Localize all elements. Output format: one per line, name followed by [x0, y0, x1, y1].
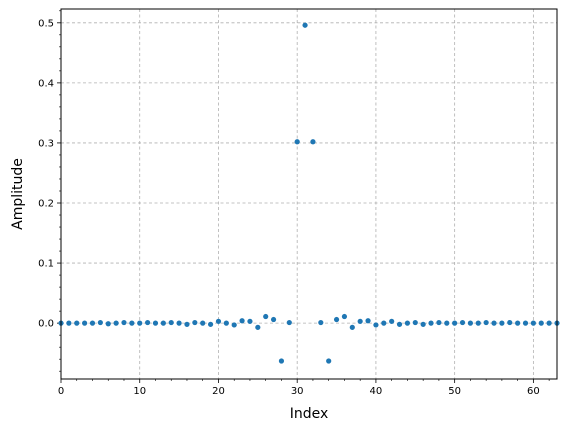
data-point [152, 320, 159, 326]
data-point [459, 319, 466, 326]
data-point [215, 318, 222, 324]
data-point [66, 320, 72, 326]
data-point [223, 320, 229, 326]
y-tick-label: 0.4 [38, 78, 54, 89]
data-point [389, 318, 395, 324]
x-tick-label: 20 [212, 386, 225, 397]
data-point [373, 322, 379, 328]
y-tick-label: 0.3 [38, 138, 54, 149]
x-tick-label: 50 [448, 386, 461, 397]
data-point [247, 318, 253, 324]
data-point [530, 320, 536, 326]
x-tick-label: 60 [527, 386, 540, 397]
data-point [436, 319, 442, 326]
data-point [263, 313, 269, 320]
data-point [381, 320, 387, 326]
data-point [467, 320, 473, 326]
data-point [515, 320, 521, 326]
data-point [365, 318, 371, 324]
data-point [82, 320, 88, 326]
grid-lines [61, 9, 557, 379]
data-point [357, 318, 363, 324]
data-point [396, 321, 403, 327]
data-point [483, 319, 489, 326]
y-axis-label: Amplitude [10, 158, 26, 230]
data-point [499, 320, 505, 326]
data-point [326, 358, 332, 364]
data-point [207, 321, 214, 327]
data-point [475, 320, 481, 326]
data-point [137, 320, 143, 326]
y-tick-label: 0.5 [38, 18, 54, 29]
data-point [349, 324, 355, 330]
data-point [507, 319, 513, 326]
plot-frame [60, 8, 558, 380]
data-point [404, 320, 411, 326]
data-point [121, 319, 127, 326]
data-point [89, 320, 96, 326]
data-point [538, 320, 544, 326]
data-point [200, 320, 206, 326]
data-point [239, 318, 245, 324]
y-tick-label: 0.0 [38, 319, 54, 330]
data-point [522, 320, 529, 326]
data-point [270, 316, 277, 323]
data-point [113, 320, 119, 326]
data-point [97, 319, 103, 326]
data-point [310, 139, 316, 145]
data-point [318, 319, 324, 326]
data-point [105, 321, 111, 327]
data-point [444, 320, 450, 326]
data-point [278, 358, 285, 364]
x-tick-label: 0 [58, 386, 64, 397]
tick-labels: 0 10 20 30 40 50 60 0.0 0.1 0.2 0.3 0.4 0.5 [38, 18, 540, 397]
data-point [184, 321, 190, 327]
data-point [491, 320, 497, 326]
y-tick-label: 0.2 [38, 199, 54, 210]
data-point [192, 319, 198, 326]
data-point [160, 320, 166, 326]
data-point [129, 320, 135, 326]
x-tick-label: 40 [370, 386, 383, 397]
data-point [412, 319, 418, 326]
data-point [145, 319, 151, 326]
data-point [341, 313, 348, 320]
data-point [255, 324, 261, 330]
data-point [294, 139, 300, 145]
data-point [286, 319, 292, 326]
major-ticks [57, 22, 534, 383]
data-point [74, 320, 80, 326]
data-point [428, 320, 434, 326]
data-points [58, 22, 560, 364]
data-point [333, 316, 340, 323]
y-tick-label: 0.1 [38, 259, 54, 270]
data-point [302, 22, 308, 28]
data-point [168, 319, 174, 326]
x-axis-label: Index [290, 406, 329, 422]
x-tick-label: 10 [133, 386, 146, 397]
data-point [176, 320, 182, 326]
data-point [231, 322, 237, 328]
data-point [452, 320, 458, 326]
x-tick-label: 30 [291, 386, 304, 397]
data-point [420, 321, 426, 327]
data-point [546, 320, 552, 326]
